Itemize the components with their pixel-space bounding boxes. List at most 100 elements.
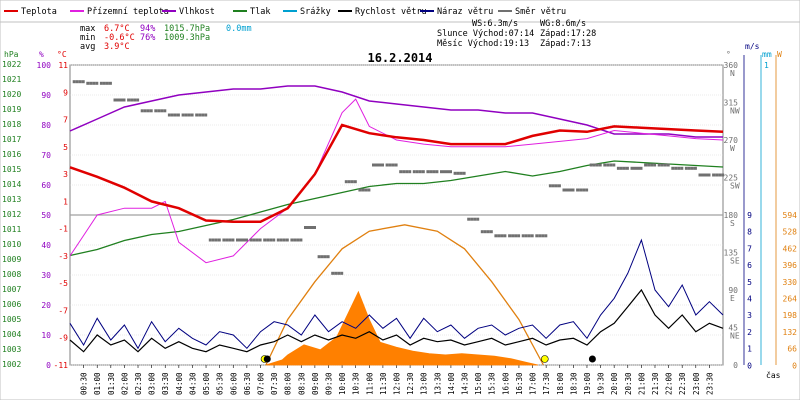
direction-point xyxy=(108,81,112,85)
temp-tick-label: 9 xyxy=(63,88,68,97)
wind-line xyxy=(69,288,724,353)
direction-point xyxy=(671,166,675,170)
direction-point xyxy=(576,188,580,192)
direction-point xyxy=(102,81,106,85)
x-tick-label: 01:00 xyxy=(93,372,102,395)
info-wg: WG:8.6m/s xyxy=(540,19,586,29)
temp-tick-label: 3 xyxy=(63,170,68,179)
hpa-tick-label: 1019 xyxy=(2,105,21,114)
direction-point xyxy=(228,238,232,242)
pct-tick-label: 70 xyxy=(41,151,51,160)
direction-point xyxy=(609,163,613,167)
direction-point xyxy=(684,166,688,170)
direction-point xyxy=(236,238,239,242)
direction-point xyxy=(127,98,131,102)
direction-point xyxy=(353,180,357,184)
pressure-line xyxy=(69,160,724,257)
series-layer xyxy=(69,80,725,366)
direction-point xyxy=(211,238,215,242)
x-tick-label: 21:30 xyxy=(651,372,660,395)
direction-point xyxy=(143,109,147,113)
direction-point xyxy=(402,170,406,174)
pct-tick-label: 40 xyxy=(41,241,51,250)
stat-min-temp: -0.6°C xyxy=(104,33,135,43)
ms-tick-label: 2 xyxy=(747,328,752,337)
pct-tick-label: 20 xyxy=(41,301,51,310)
direction-point xyxy=(293,238,297,242)
direction-point xyxy=(326,255,330,259)
direction-point xyxy=(201,113,205,117)
info-sunrise: Slunce Východ:07:14 xyxy=(437,29,534,39)
info-moonrise: Měsíc Východ:19:13 xyxy=(437,39,529,49)
direction-point xyxy=(412,170,416,174)
direction-point xyxy=(299,238,303,242)
x-tick-label: 10:00 xyxy=(338,372,347,395)
direction-point xyxy=(589,163,593,167)
direction-point xyxy=(81,80,85,84)
direction-point xyxy=(337,271,341,275)
direction-point xyxy=(511,234,515,238)
direction-point xyxy=(677,166,681,170)
direction-point xyxy=(462,171,466,175)
x-tick-label: 14:30 xyxy=(461,372,470,395)
w-tick-label: 594 xyxy=(783,211,798,220)
temp-tick-label: -7 xyxy=(58,306,68,315)
x-tick-label: 02:00 xyxy=(120,372,129,395)
direction-point xyxy=(119,98,123,102)
direction-point xyxy=(364,188,368,192)
direction-point xyxy=(718,173,722,177)
direction-point xyxy=(187,113,191,117)
direction-point xyxy=(698,173,702,177)
direction-point xyxy=(170,113,174,117)
direction-point xyxy=(701,173,705,177)
direction-point xyxy=(344,180,348,184)
direction-point xyxy=(334,271,338,275)
humidity-line xyxy=(69,85,723,138)
direction-point xyxy=(476,217,480,221)
pct-tick-label: 0 xyxy=(46,361,51,370)
dir-tick-label: 0 xyxy=(733,361,738,370)
direction-point xyxy=(149,109,153,113)
direction-point xyxy=(163,109,167,113)
direction-point xyxy=(657,163,661,167)
direction-point xyxy=(245,238,248,242)
hpa-tick-label: 1022 xyxy=(2,60,21,69)
temp-tick-label: -3 xyxy=(58,252,68,261)
direction-point xyxy=(252,238,256,242)
temp-tick-label: 1 xyxy=(63,197,68,206)
pct-tick-label: 50 xyxy=(41,211,51,220)
x-tick-label: 05:00 xyxy=(202,372,211,395)
direction-point xyxy=(361,188,365,192)
direction-point xyxy=(160,109,164,113)
hpa-tick-label: 1003 xyxy=(2,345,21,354)
direction-point xyxy=(530,234,534,238)
dir-compass-label: N xyxy=(730,69,735,78)
x-tick-label: 17:30 xyxy=(542,372,551,395)
direction-point xyxy=(633,166,637,170)
direction-point xyxy=(208,238,212,242)
direction-point xyxy=(595,163,599,167)
direction-point xyxy=(331,271,335,275)
legend: Teplota Přízemní teplota Vlhkost Tlak Srážky… xyxy=(4,7,566,17)
direction-point xyxy=(266,238,270,242)
direction-point xyxy=(486,230,490,234)
sunset-marker xyxy=(540,355,549,363)
axis-dir-unit: ° xyxy=(726,50,731,59)
direction-point xyxy=(666,163,670,167)
direction-point xyxy=(541,234,545,238)
direction-point xyxy=(255,238,259,242)
direction-point xyxy=(154,109,158,113)
x-tick-label: 19:00 xyxy=(583,372,592,395)
dir-compass-label: SE xyxy=(730,257,740,266)
direction-point xyxy=(538,234,542,238)
moonrise-marker xyxy=(588,355,596,363)
direction-point xyxy=(432,170,436,174)
x-tick-label: 10:30 xyxy=(352,372,361,395)
direction-point xyxy=(704,173,708,177)
legend-label: Teplota xyxy=(21,7,57,17)
direction-point xyxy=(239,238,242,242)
direction-point xyxy=(644,163,648,167)
dir-tick-label: 315 xyxy=(724,99,739,108)
direction-point xyxy=(173,113,177,117)
direction-point xyxy=(347,180,351,184)
